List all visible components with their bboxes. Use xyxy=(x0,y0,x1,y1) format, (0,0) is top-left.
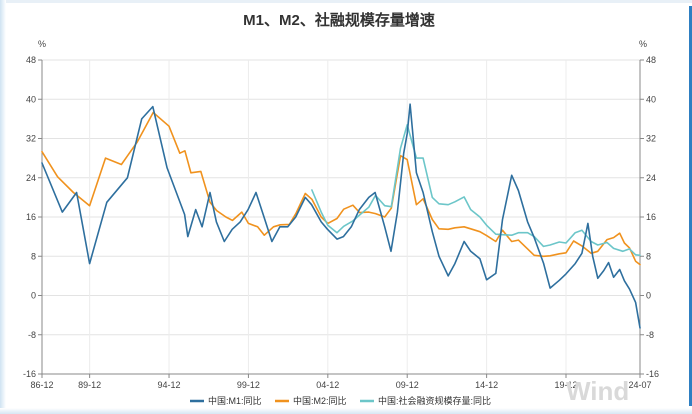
right-y-tick-label: 40 xyxy=(646,94,656,104)
x-tick-label: 19-12 xyxy=(554,380,577,390)
right-y-tick-label: 16 xyxy=(646,212,656,222)
right-y-tick-label: 0 xyxy=(646,291,651,301)
right-y-tick-label: -8 xyxy=(646,330,654,340)
frame-right-edge xyxy=(689,6,692,406)
legend-label-tsf: 中国:社会融资规模存量:同比 xyxy=(378,395,491,406)
chart-title: M1、M2、社融规模存量增速 xyxy=(243,11,435,29)
left-y-tick-label: 32 xyxy=(26,134,36,144)
right-y-tick-label: 8 xyxy=(646,251,651,261)
right-y-tick-label: 24 xyxy=(646,173,656,183)
x-tick-label: 94-12 xyxy=(158,380,181,390)
right-y-tick-label: -16 xyxy=(646,369,659,379)
x-tick-label: 14-12 xyxy=(475,380,498,390)
left-y-tick-label: 40 xyxy=(26,94,36,104)
x-tick-label: 99-12 xyxy=(237,380,260,390)
left-axis-unit: % xyxy=(38,39,46,49)
right-y-tick-label: 48 xyxy=(646,55,656,65)
series-group xyxy=(41,103,641,329)
legend-label-m1: 中国:M1:同比 xyxy=(208,395,262,406)
x-tick-label: 86-12 xyxy=(30,380,53,390)
axes: -16 -16 -8 -8 0 0 8 8 16 16 24 24 32 32 40 40 48 48 86-12 8… xyxy=(23,55,659,390)
series-line-m1 xyxy=(41,103,641,329)
x-tick-label: 24-07 xyxy=(628,380,651,390)
left-y-tick-label: 16 xyxy=(26,212,36,222)
left-y-tick-label: -8 xyxy=(28,330,36,340)
x-tick-label: 89-12 xyxy=(78,380,101,390)
frame-bottom-edge xyxy=(0,408,692,414)
x-tick-label: 04-12 xyxy=(316,380,339,390)
series-line-tsf xyxy=(311,124,641,257)
right-axis-unit: % xyxy=(639,39,647,49)
watermark-logo: Wind xyxy=(566,376,629,406)
left-y-tick-label: -16 xyxy=(23,369,36,379)
left-y-tick-label: 24 xyxy=(26,173,36,183)
left-y-tick-label: 8 xyxy=(31,251,36,261)
frame-left-edge xyxy=(0,0,6,414)
frame-top-edge xyxy=(0,0,692,3)
x-tick-label: 09-12 xyxy=(396,380,419,390)
right-y-tick-label: 32 xyxy=(646,134,656,144)
gridlines xyxy=(41,59,641,375)
left-y-tick-label: 0 xyxy=(31,291,36,301)
legend-label-m2: 中国:M2:同比 xyxy=(293,395,347,406)
legend: 中国:M1:同比 中国:M2:同比 中国:社会融资规模存量:同比 xyxy=(190,395,491,406)
left-y-tick-label: 48 xyxy=(26,55,36,65)
series-line-m2 xyxy=(41,111,641,266)
